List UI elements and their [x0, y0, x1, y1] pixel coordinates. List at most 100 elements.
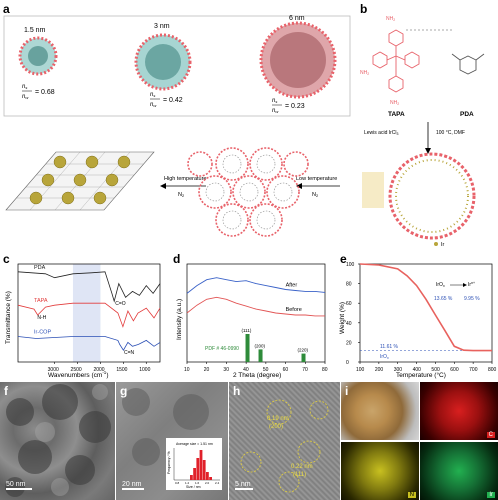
tga-xtick-label: 700	[469, 367, 478, 373]
hist-bar	[190, 475, 193, 480]
tga-xtick-label: 300	[394, 367, 403, 373]
condition-right: 100 °C, DMF	[436, 130, 465, 136]
tga-xtick-label: 100	[356, 367, 365, 373]
ratio-1: ns nw = 0.68	[22, 84, 55, 100]
tapa-nh2-3: NH2	[390, 100, 399, 106]
xrd-curve-before	[186, 296, 325, 317]
xrd-xtick-label: 50	[263, 367, 269, 373]
svg-text:nw: nw	[272, 108, 279, 114]
lattice-p2: (111)	[293, 472, 307, 478]
svg-text:= 0.23: = 0.23	[285, 103, 305, 110]
condition-left: Lewis acid IrCl3	[364, 130, 399, 136]
svg-text:nw: nw	[22, 94, 29, 100]
ftir-series-pda	[17, 271, 161, 303]
panel-h-label: h	[233, 384, 241, 398]
clusters-frame	[3, 15, 351, 117]
panel-g-tem: g 20 nm Average size = 1.51 nm Size / nm…	[116, 382, 228, 500]
tem-g-texture	[122, 388, 209, 466]
svg-text:ns: ns	[272, 98, 277, 104]
xrd-reference-peak	[301, 353, 306, 362]
panel-d: d Intensity (a.u.) 2 Theta (degree) PDF …	[165, 250, 332, 380]
ir-nanoparticles	[29, 155, 131, 205]
svg-text:= 0.42: = 0.42	[163, 97, 183, 104]
hist-bar	[193, 468, 196, 480]
xrd-curve-label: Before	[286, 307, 302, 313]
hist-ylabel: Frequency / %	[167, 451, 171, 474]
arrow-low-temp	[296, 183, 340, 189]
xrd-xtick-label: 80	[322, 367, 328, 373]
panel-c: c Transmittance (%) Wavenumbers (cm-1) P…	[0, 250, 165, 380]
high-temp-gas: N2	[178, 192, 185, 198]
panel-c-label: c	[3, 252, 10, 266]
size-2: 3 nm	[154, 23, 170, 30]
ftir-series-label: Ir-COP	[34, 330, 51, 336]
xrd-xtick-label: 40	[243, 367, 249, 373]
panel-h-hrtem: h 0.19 nm (200) 0.22 nm (111) 5 nm	[229, 382, 340, 500]
xrd-curve-label: After	[286, 282, 298, 288]
hist-xtick-label: 2.0	[205, 481, 210, 485]
pda-structure	[451, 53, 485, 75]
xrd-curve-after	[186, 277, 326, 294]
scalebar-h	[235, 488, 253, 490]
hist-title: Average size = 1.51 nm	[176, 442, 213, 446]
xrd-chart: Intensity (a.u.) 2 Theta (degree) PDF # …	[176, 263, 328, 379]
scalebar-f	[6, 488, 32, 490]
lattice-d2: 0.22 nm	[291, 464, 313, 470]
tga-xtick-label: 400	[413, 367, 422, 373]
xrd-xlabel: 2 Theta (degree)	[233, 372, 281, 379]
tga-legend-a: IrOx	[436, 282, 445, 288]
ftir-annotation: N-H	[37, 315, 46, 321]
cluster-medium	[134, 33, 192, 91]
tga-ytick-label: 60	[346, 301, 352, 307]
pda-label: PDA	[460, 111, 474, 118]
cluster-large	[259, 21, 337, 99]
map-ir: Ir	[420, 442, 498, 500]
cop-pore	[388, 152, 476, 240]
tga-ytick-label: 80	[346, 282, 352, 288]
xrd-peak-label: (220)	[298, 348, 309, 353]
tga-chart: Weight (%) Temperature (°C) IrOx Irn+ 13…	[339, 262, 497, 379]
map-n: N	[341, 442, 419, 500]
panel-a: a 1.5 nm ns nw = 0.68 3 nm	[0, 0, 356, 248]
tga-xtick-label: 500	[431, 367, 440, 373]
panel-b: b NH2 NH2 NH2 TAPA PDA Lewis acid Ir	[356, 0, 498, 248]
panel-e: e Weight (%) Temperature (°C) IrOx Irn+ …	[332, 250, 498, 380]
panel-b-art: NH2 NH2 NH2 TAPA PDA Lewis acid IrCl3 10…	[360, 16, 485, 248]
map-ir-label: Ir	[487, 492, 495, 498]
map-c-label: C	[486, 432, 495, 438]
hist-xtick-label: 1.2	[185, 481, 190, 485]
ir-legend-label: Ir	[441, 242, 445, 248]
hist-bar	[206, 472, 209, 480]
scale-g: 20 nm	[122, 481, 142, 488]
panel-f-label: f	[4, 384, 8, 398]
tapa-nh2-2: NH2	[360, 70, 369, 76]
xrd-peak-label: (111)	[242, 328, 252, 333]
tga-ylabel: Weight (%)	[339, 302, 346, 334]
size-1: 1.5 nm	[24, 27, 46, 34]
panel-e-label: e	[340, 252, 347, 266]
cluster-small	[18, 36, 58, 76]
xrd-peak-label: (200)	[255, 343, 266, 348]
ftir-series-label: PDA	[34, 265, 46, 271]
panel-g-label: g	[120, 384, 128, 398]
xrd-pdf-label: PDF # 46-0990	[205, 346, 239, 352]
ftir-series-ircop	[17, 336, 161, 351]
ir-legend-dot	[434, 242, 438, 246]
ftir-chart: Transmittance (%) Wavenumbers (cm-1) PDA…	[5, 263, 161, 379]
ftir-series-tapa	[17, 302, 161, 328]
arrow-high-temp	[160, 183, 206, 189]
tga-xtick-label: 600	[450, 367, 459, 373]
xrd-reference-peak	[245, 334, 250, 362]
svg-text:ns: ns	[150, 92, 155, 98]
tga-pct1: 13.65 %	[434, 296, 453, 302]
low-temp-gas: N2	[312, 192, 319, 198]
lattice-p1: (200)	[269, 424, 284, 430]
xrd-xtick-label: 20	[204, 367, 210, 373]
ftir-xtick-label: 1000	[139, 367, 150, 373]
tga-pct2: 9.95 %	[464, 296, 480, 302]
hist-xtick-label: 1.6	[195, 481, 200, 485]
tapa-label: TAPA	[388, 111, 405, 118]
tga-curve	[359, 263, 492, 352]
tga-xlabel: Temperature (°C)	[396, 371, 446, 379]
tga-irox: IrOx	[380, 354, 389, 360]
